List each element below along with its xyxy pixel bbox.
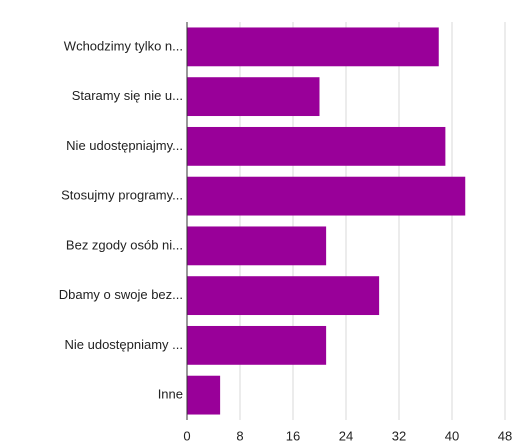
bar (187, 126, 446, 166)
bar (187, 77, 320, 117)
y-tick-label: Wchodzimy tylko n... (64, 38, 183, 53)
x-tick-label: 8 (236, 428, 243, 443)
y-tick-label: Dbamy o swoje bez... (59, 287, 183, 302)
x-tick-label: 40 (445, 428, 459, 443)
x-tick-label: 24 (339, 428, 353, 443)
bar (187, 27, 439, 67)
x-tick-label: 0 (183, 428, 190, 443)
x-tick-label: 32 (392, 428, 406, 443)
bar (187, 375, 221, 415)
y-tick-label: Nie udostępniajmy... (66, 138, 183, 153)
x-tick-label: 16 (286, 428, 300, 443)
bar (187, 276, 380, 316)
x-tick-label: 48 (498, 428, 512, 443)
y-tick-label: Bez zgody osób ni... (66, 237, 183, 252)
bar (187, 176, 466, 216)
bar (187, 325, 327, 365)
y-tick-label: Inne (158, 387, 183, 402)
bar (187, 226, 327, 266)
y-tick-label: Stosujmy programy... (61, 188, 183, 203)
y-tick-label: Staramy się nie u... (72, 88, 183, 103)
y-tick-label: Nie udostępniamy ... (64, 337, 183, 352)
